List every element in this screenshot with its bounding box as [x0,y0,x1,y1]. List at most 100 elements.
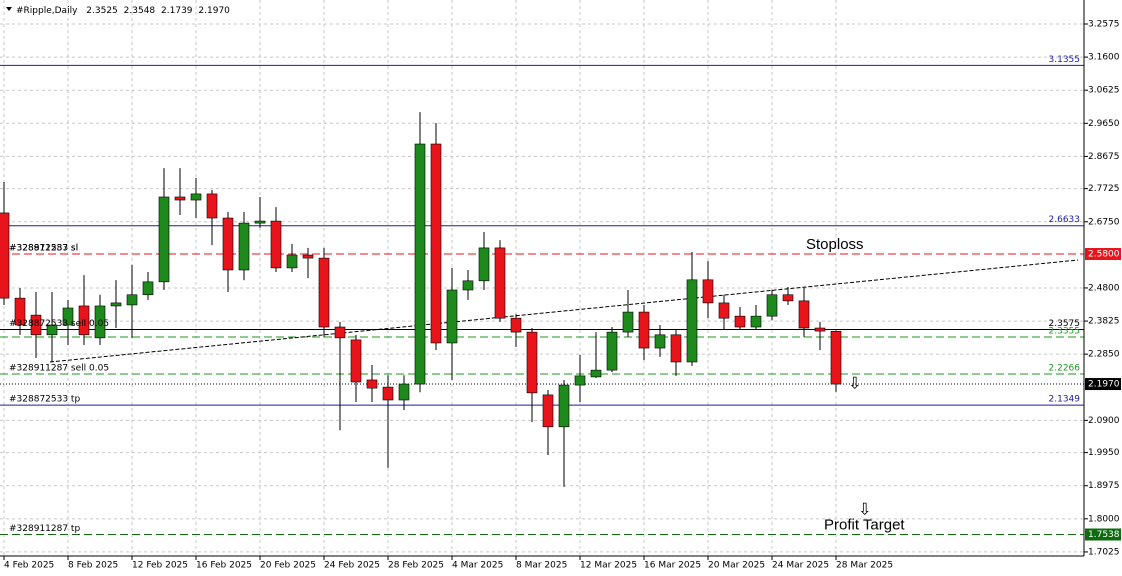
chart-header: #Ripple,Daily 2.3525 2.3548 2.1739 2.197… [16,6,230,16]
candle-body [206,193,218,219]
candle-body [94,305,106,339]
y-tick-label: 2.8675 [1088,152,1120,162]
order-label: #328911287 sl [9,244,78,254]
candle-body [158,196,170,283]
candle-body [414,143,426,385]
level-label: 2.3575 [1049,319,1081,329]
annotation: Stoploss [806,236,864,253]
y-tick-label: 3.1600 [1088,53,1120,63]
candle-body [46,324,58,336]
y-tick-label: 2.3825 [1088,317,1120,327]
candle-body [62,307,74,326]
candle-body [78,305,90,336]
candle-body [750,315,762,328]
annotation: Profit Target [824,516,905,533]
candle-body [830,330,842,385]
price-box [1085,528,1121,541]
candle-body [702,279,714,304]
order-label: #328911287 sell 0.05 [9,363,109,373]
candle-body [142,281,154,296]
x-tick-label: 8 Mar 2025 [516,561,567,571]
candle-body [222,217,234,271]
x-tick-label: 4 Feb 2025 [4,561,54,571]
y-tick-label: 2.0900 [1088,416,1120,426]
order-label: #328911287 tp [9,524,80,534]
x-tick-label: 24 Feb 2025 [324,561,380,571]
candle-body [558,384,570,428]
candle-body [398,383,410,401]
candle-body [0,212,10,299]
candle-body [718,302,730,319]
candle-body [654,334,666,349]
candle-body [110,302,122,307]
candle-body [814,327,826,332]
candle-body [670,334,682,363]
candle-body [254,220,266,224]
candle-body [430,143,442,344]
candle-body [766,294,778,317]
candle-body [478,247,490,282]
arrow-down: ⇩ [858,500,871,519]
candle-body [526,331,538,394]
candle-body [270,220,282,269]
level-label: 2.1349 [1049,395,1081,405]
y-tick-label: 2.9650 [1088,119,1120,129]
candle-body [446,289,458,344]
candle-body [302,254,314,259]
y-tick-label: 2.6750 [1088,217,1120,227]
x-tick-label: 8 Feb 2025 [68,561,118,571]
candle-body [542,394,554,428]
close: 2.1970 [198,6,230,16]
x-tick-label: 20 Mar 2025 [708,561,765,571]
y-tick-label: 3.0625 [1088,86,1120,96]
candle-body [686,279,698,363]
level-label: 3.1355 [1049,55,1081,65]
x-tick-label: 24 Mar 2025 [772,561,829,571]
trendline [49,259,1079,363]
candle-body [126,294,138,306]
candle-body [382,386,394,401]
x-tick-label: 28 Mar 2025 [836,561,893,571]
symbol: #Ripple,Daily [16,6,78,16]
candle-body [174,196,186,201]
x-tick-label: 20 Feb 2025 [260,561,316,571]
candle-body [462,280,474,291]
price-label: 2.1970 [1088,380,1120,390]
x-tick-label: 12 Mar 2025 [580,561,637,571]
order-label: #328872533 sell 0.05 [9,319,109,329]
arrow-down: ⇩ [848,374,861,393]
candle-body [638,311,650,349]
price-box [1085,248,1121,261]
level-label: 2.6633 [1049,215,1081,225]
candle-body [782,294,794,302]
x-tick-label: 28 Feb 2025 [388,561,444,571]
candle-body [622,311,634,333]
candle-body [190,193,202,201]
x-tick-label: 4 Mar 2025 [452,561,503,571]
order-label: #328872533 sl [9,244,78,254]
y-tick-label: 1.7025 [1088,547,1120,557]
candle-body [334,326,346,339]
x-tick-label: 16 Mar 2025 [644,561,701,571]
y-tick-label: 3.2575 [1088,20,1120,30]
level-label: 2.2266 [1049,363,1081,373]
open: 2.3525 [86,6,118,16]
x-tick-label: 12 Feb 2025 [132,561,188,571]
candle-body [734,315,746,328]
x-tick-label: 16 Feb 2025 [196,561,252,571]
price-label: 1.7538 [1088,530,1120,540]
candle-body [574,375,586,386]
order-label: #328872533 tp [9,395,80,405]
candle-body [798,300,810,329]
levels [0,64,1084,536]
y-tick-label: 1.8000 [1088,514,1120,524]
y-tick-label: 1.9950 [1088,448,1120,458]
candle-body [590,369,602,378]
candle-body [14,297,26,326]
candle-body [494,247,506,319]
menu-icon [6,7,12,11]
candle-body [30,314,42,336]
candle-body [510,317,522,333]
candle-body [350,339,362,383]
